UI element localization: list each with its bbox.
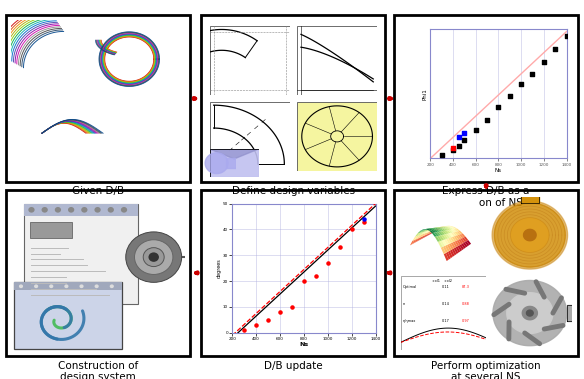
- FancyBboxPatch shape: [394, 190, 578, 356]
- FancyBboxPatch shape: [201, 15, 385, 182]
- Text: Express D/B as a
function of NS: Express D/B as a function of NS: [443, 186, 530, 208]
- FancyBboxPatch shape: [394, 15, 578, 182]
- Text: Define design variables: Define design variables: [232, 186, 355, 196]
- Text: D/B update: D/B update: [264, 361, 323, 371]
- Text: Perform optimization
at several NS: Perform optimization at several NS: [432, 361, 541, 379]
- FancyBboxPatch shape: [6, 15, 190, 182]
- FancyBboxPatch shape: [6, 190, 190, 356]
- FancyBboxPatch shape: [201, 190, 385, 356]
- Text: Construction of
design system: Construction of design system: [58, 361, 138, 379]
- Text: Given D/B: Given D/B: [72, 186, 124, 196]
